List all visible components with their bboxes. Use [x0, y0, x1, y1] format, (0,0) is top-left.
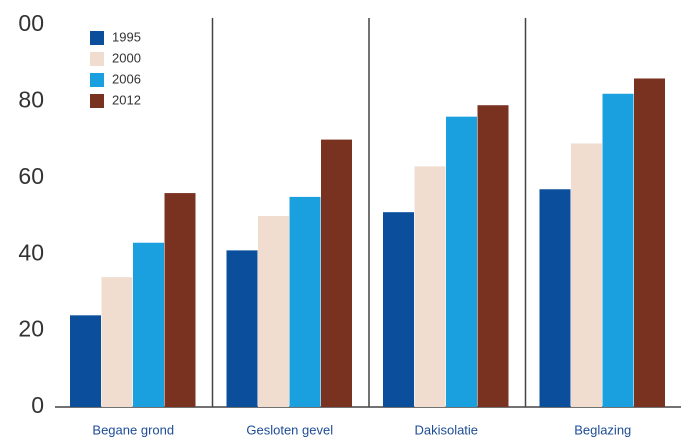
bar [383, 212, 414, 407]
y-tick-label: 0 [31, 392, 44, 418]
x-tick-label: Gesloten gevel [246, 422, 333, 437]
legend-label: 2012 [112, 92, 141, 107]
legend-label: 2006 [112, 71, 141, 86]
bar [101, 277, 133, 407]
bar [571, 143, 602, 408]
bar [446, 116, 477, 408]
legend-label: 2000 [112, 50, 141, 65]
legend-label: 1995 [112, 29, 141, 44]
bar [70, 315, 101, 407]
y-tick-label: 40 [18, 239, 44, 265]
legend-swatch [90, 31, 104, 45]
y-tick-label: 00 [18, 10, 44, 36]
bar [226, 250, 258, 407]
legend-swatch [90, 73, 104, 87]
legend-swatch [90, 52, 104, 66]
legend-swatch [90, 94, 104, 108]
bar [289, 196, 321, 407]
x-tick-label: Dakisolatie [414, 422, 478, 437]
y-tick-label: 80 [18, 86, 44, 112]
y-tick-label: 60 [18, 163, 44, 189]
bar [321, 139, 352, 407]
bar [477, 105, 509, 407]
bar [602, 93, 634, 407]
bar [133, 242, 164, 407]
bar [414, 166, 446, 407]
x-tick-label: Beglazing [574, 422, 631, 437]
y-tick-label: 20 [18, 316, 44, 342]
bar [164, 193, 196, 407]
x-tick-label: Begane grond [92, 422, 174, 437]
bar [258, 216, 289, 407]
bar [634, 78, 665, 407]
bar [539, 189, 571, 407]
